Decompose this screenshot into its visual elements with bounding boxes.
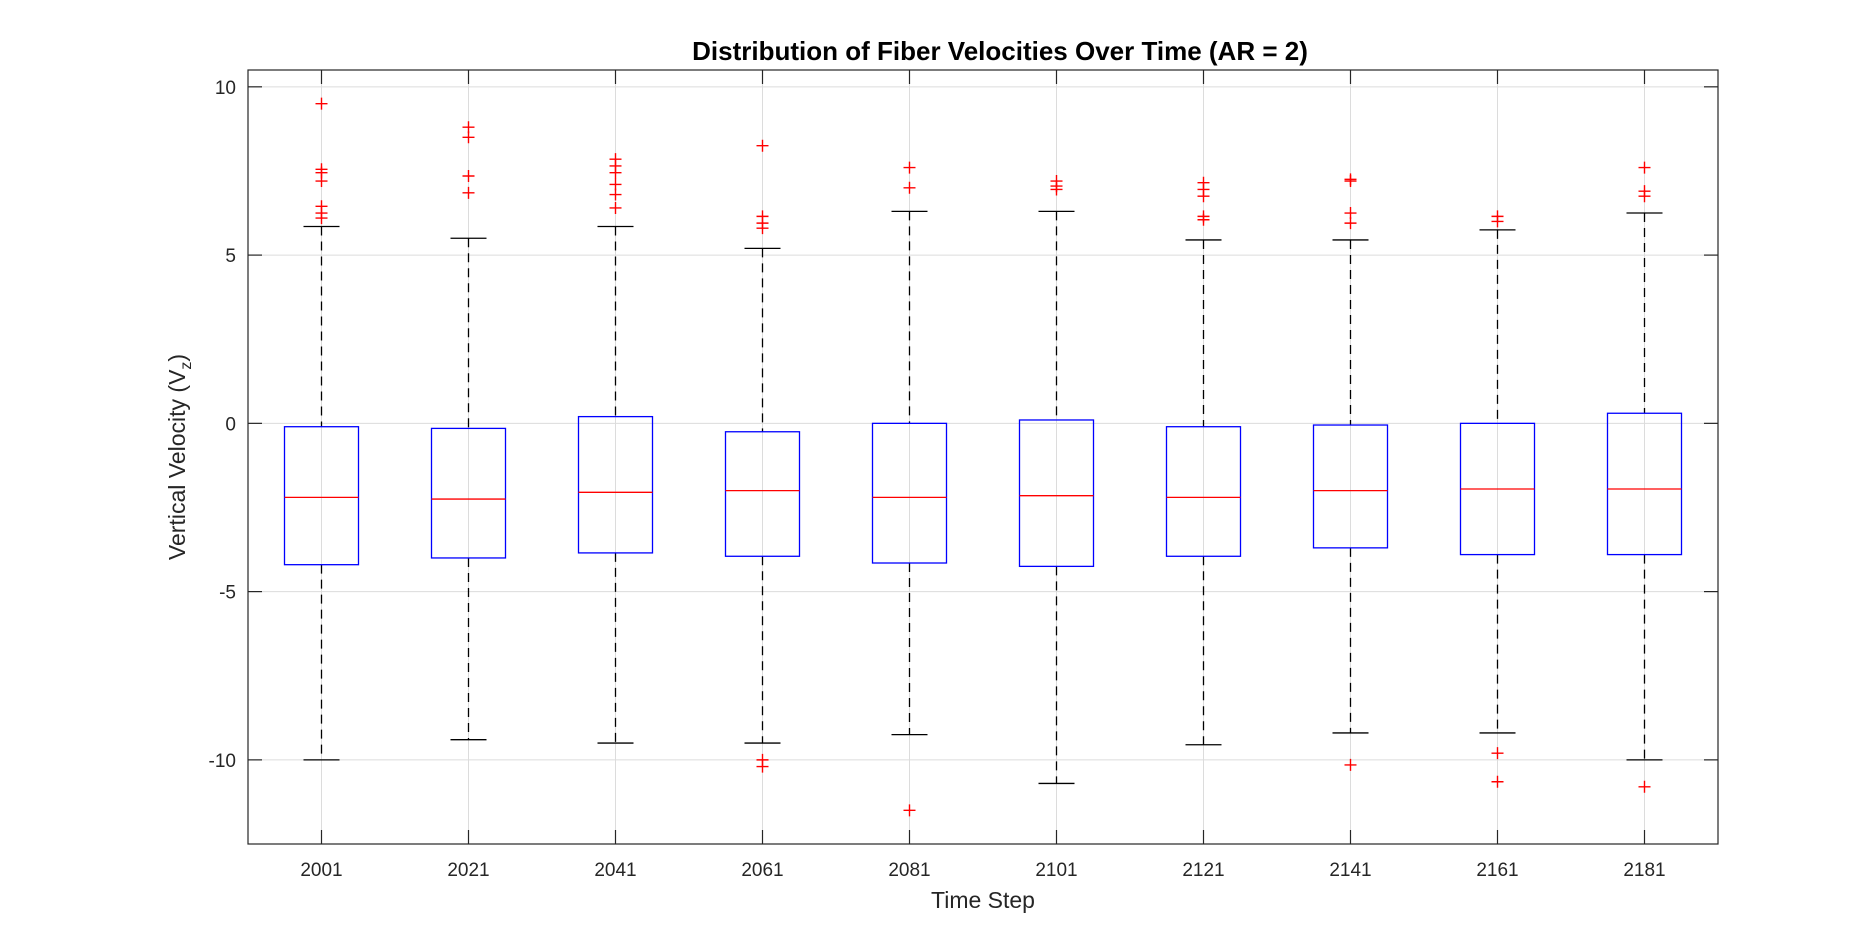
- outlier-marker: [1491, 747, 1504, 760]
- x-tick-label: 2021: [447, 860, 489, 881]
- iqr-box: [283, 426, 360, 566]
- outlier-marker: [609, 178, 622, 191]
- iqr-box: [1606, 412, 1683, 556]
- box-2061: [724, 139, 801, 773]
- outlier-marker: [315, 175, 328, 188]
- outlier-marker: [1344, 758, 1357, 771]
- y-tick-label: 5: [225, 246, 236, 267]
- outlier-marker: [315, 97, 328, 110]
- outlier-marker: [1197, 213, 1210, 226]
- box-2021: [430, 121, 507, 741]
- iqr-box: [430, 427, 507, 559]
- outlier-marker: [1638, 780, 1651, 793]
- outlier-marker: [756, 139, 769, 152]
- outlier-marker: [609, 201, 622, 214]
- plot-area-frame: [247, 69, 1719, 845]
- outlier-marker: [462, 170, 475, 183]
- iqr-box: [724, 431, 801, 557]
- ticks-layer: 10 5 0 -5 -10 2001 2021 2041 2061 2081 2101 2121 214…: [209, 70, 1718, 881]
- x-tick-label: 2081: [888, 860, 930, 881]
- outlier-marker: [1344, 217, 1357, 230]
- y-tick-label: 10: [215, 78, 236, 99]
- y-tick-label: -10: [209, 751, 236, 772]
- outlier-marker: [609, 166, 622, 179]
- iqr-box: [577, 415, 654, 554]
- box-2141: [1312, 173, 1389, 771]
- outlier-marker: [609, 188, 622, 201]
- outlier-marker: [315, 212, 328, 225]
- outlier-marker: [1638, 161, 1651, 174]
- outlier-marker: [756, 222, 769, 235]
- outlier-marker: [1050, 183, 1063, 196]
- y-axis-label-suffix: ): [164, 354, 190, 362]
- x-tick-label: 2041: [594, 860, 636, 881]
- outlier-marker: [1344, 175, 1357, 188]
- iqr-box: [871, 422, 948, 564]
- iqr-box: [1018, 419, 1095, 568]
- x-axis-label: Time Step: [931, 887, 1035, 913]
- outlier-marker: [903, 181, 916, 194]
- outlier-marker: [1638, 190, 1651, 203]
- box-2101: [1018, 175, 1095, 785]
- x-tick-label: 2101: [1035, 860, 1077, 881]
- iqr-box: [1312, 424, 1389, 549]
- outlier-marker: [462, 186, 475, 199]
- y-axis-label-subscript: z: [178, 362, 195, 370]
- x-tick-label: 2121: [1182, 860, 1224, 881]
- outlier-marker: [903, 161, 916, 174]
- box-2081: [871, 161, 948, 817]
- box-2121: [1165, 176, 1242, 746]
- outlier-marker: [1491, 215, 1504, 228]
- y-tick-label: -5: [219, 583, 236, 604]
- outlier-marker: [462, 121, 475, 134]
- x-tick-label: 2061: [741, 860, 783, 881]
- x-tick-label: 2161: [1476, 860, 1518, 881]
- outlier-marker: [1197, 190, 1210, 203]
- y-axis-label: Vertical Velocity (Vz): [164, 354, 195, 560]
- x-tick-label: 2181: [1623, 860, 1665, 881]
- outlier-marker: [1491, 775, 1504, 788]
- outlier-marker: [903, 804, 916, 817]
- x-tick-label: 2141: [1329, 860, 1371, 881]
- outlier-marker: [1344, 207, 1357, 220]
- box-2161: [1459, 210, 1536, 788]
- y-axis-label-main: Vertical Velocity (V: [164, 369, 190, 560]
- x-tick-label: 2001: [300, 860, 342, 881]
- chart-title: Distribution of Fiber Velocities Over Ti…: [692, 36, 1308, 66]
- box-2001: [283, 97, 360, 761]
- boxes-layer: [283, 97, 1683, 817]
- box-2041: [577, 153, 654, 744]
- box-2181: [1606, 161, 1683, 793]
- outlier-marker: [756, 760, 769, 773]
- outlier-marker: [462, 131, 475, 144]
- y-tick-label: 0: [225, 414, 236, 435]
- iqr-box: [1165, 426, 1242, 557]
